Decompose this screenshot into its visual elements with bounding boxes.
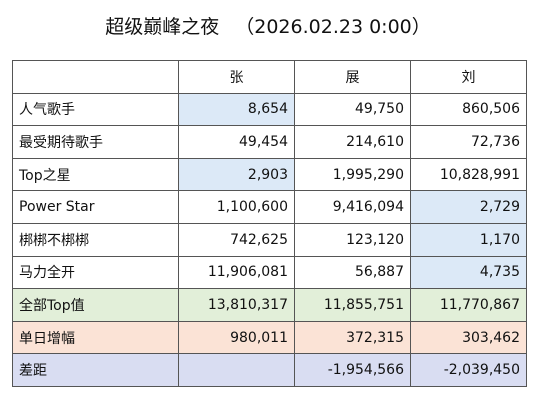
cell-value: 11,906,081 bbox=[178, 255, 295, 290]
table-row-top-star: Top之星 2,903 1,995,290 10,828,991 bbox=[12, 157, 527, 192]
cell-value: 860,506 bbox=[410, 92, 527, 127]
table-row-power-star: Power Star 1,100,600 9,416,094 2,729 bbox=[12, 190, 527, 224]
table-row-total-top: 全部Top值 13,810,317 11,855,751 11,770,867 bbox=[12, 288, 527, 322]
vote-table: 张 展 刘 人气歌手 8,654 49,750 860,506 最受期待歌手 4… bbox=[12, 60, 527, 387]
timestamp: （2026.02.23 0:00） bbox=[235, 16, 431, 38]
cell-value: 2,729 bbox=[410, 190, 527, 224]
header-zhang: 张 bbox=[178, 60, 295, 94]
row-label: 最受期待歌手 bbox=[12, 125, 179, 159]
cell-value: 72,736 bbox=[410, 125, 527, 159]
cell-value: 49,454 bbox=[178, 125, 295, 159]
cell-value: 11,855,751 bbox=[294, 288, 411, 322]
cell-value: 11,770,867 bbox=[410, 288, 527, 322]
row-label: 人气歌手 bbox=[12, 92, 179, 127]
cell-value: 9,416,094 bbox=[294, 190, 411, 224]
cell-value: 13,810,317 bbox=[178, 288, 295, 322]
cell-value: 10,828,991 bbox=[410, 157, 527, 192]
cell-value bbox=[178, 353, 295, 387]
cell-value: 49,750 bbox=[294, 92, 411, 127]
cell-value: 372,315 bbox=[294, 320, 411, 355]
row-label: 梆梆不梆梆 bbox=[12, 222, 179, 257]
cell-value: 123,120 bbox=[294, 222, 411, 257]
table-row-most-anticipated: 最受期待歌手 49,454 214,610 72,736 bbox=[12, 125, 527, 159]
row-label: 差距 bbox=[12, 353, 179, 387]
cell-value: 303,462 bbox=[410, 320, 527, 355]
cell-value: 8,654 bbox=[178, 92, 295, 127]
row-label: Top之星 bbox=[12, 157, 179, 192]
table-row-gap: 差距 -1,954,566 -2,039,450 bbox=[12, 353, 527, 387]
cell-value: -2,039,450 bbox=[410, 353, 527, 387]
header-liu: 刘 bbox=[410, 60, 527, 94]
row-label: 全部Top值 bbox=[12, 288, 179, 322]
cell-value: -1,954,566 bbox=[294, 353, 411, 387]
page-title: 超级巅峰之夜 （2026.02.23 0:00） bbox=[0, 12, 536, 39]
header-corner-cell bbox=[12, 60, 179, 94]
table-header-row: 张 展 刘 bbox=[12, 60, 527, 94]
table-row-full-power: 马力全开 11,906,081 56,887 4,735 bbox=[12, 255, 527, 290]
row-label: Power Star bbox=[12, 190, 179, 224]
row-label: 马力全开 bbox=[12, 255, 179, 290]
table-row-bangbang: 梆梆不梆梆 742,625 123,120 1,170 bbox=[12, 222, 527, 257]
event-title: 超级巅峰之夜 bbox=[105, 16, 220, 38]
cell-value: 214,610 bbox=[294, 125, 411, 159]
cell-value: 56,887 bbox=[294, 255, 411, 290]
cell-value: 1,100,600 bbox=[178, 190, 295, 224]
cell-value: 980,011 bbox=[178, 320, 295, 355]
cell-value: 2,903 bbox=[178, 157, 295, 192]
table-row-popular-singer: 人气歌手 8,654 49,750 860,506 bbox=[12, 92, 527, 127]
row-label: 单日增幅 bbox=[12, 320, 179, 355]
table-row-daily-increase: 单日增幅 980,011 372,315 303,462 bbox=[12, 320, 527, 355]
cell-value: 1,170 bbox=[410, 222, 527, 257]
cell-value: 4,735 bbox=[410, 255, 527, 290]
header-zhan: 展 bbox=[294, 60, 411, 94]
cell-value: 742,625 bbox=[178, 222, 295, 257]
cell-value: 1,995,290 bbox=[294, 157, 411, 192]
